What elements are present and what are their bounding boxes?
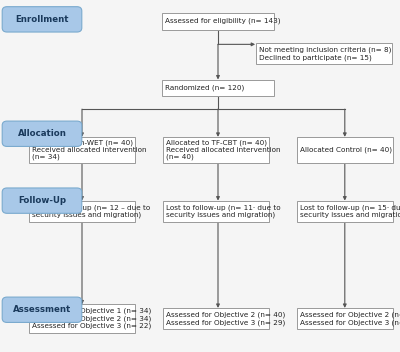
Text: Assessment: Assessment bbox=[13, 305, 71, 314]
FancyBboxPatch shape bbox=[2, 7, 82, 32]
Text: Allocated to m-WET (n= 40)
Received allocated intervention
(n= 34): Allocated to m-WET (n= 40) Received allo… bbox=[32, 139, 147, 161]
FancyBboxPatch shape bbox=[162, 13, 274, 30]
Text: Assessed for Objective 2 (n= 38)
Assessed for Objective 3 (n= 23): Assessed for Objective 2 (n= 38) Assesse… bbox=[300, 312, 400, 326]
FancyBboxPatch shape bbox=[297, 137, 393, 163]
Text: Allocated to TF-CBT (n= 40)
Received allocated intervention
(n= 40): Allocated to TF-CBT (n= 40) Received all… bbox=[166, 139, 281, 161]
FancyBboxPatch shape bbox=[162, 80, 274, 96]
FancyBboxPatch shape bbox=[256, 43, 392, 64]
Text: Assessed for eligibility (n= 143): Assessed for eligibility (n= 143) bbox=[165, 18, 281, 24]
FancyBboxPatch shape bbox=[2, 121, 82, 146]
FancyBboxPatch shape bbox=[163, 201, 269, 222]
Text: Randomized (n= 120): Randomized (n= 120) bbox=[165, 85, 244, 91]
FancyBboxPatch shape bbox=[163, 137, 269, 163]
Text: Lost to follow-up (n= 12 – due to
security issues and migration): Lost to follow-up (n= 12 – due to securi… bbox=[32, 204, 150, 218]
FancyBboxPatch shape bbox=[2, 188, 82, 213]
FancyBboxPatch shape bbox=[297, 201, 393, 222]
Text: Assessed for Objective 2 (n= 40)
Assessed for Objective 3 (n= 29): Assessed for Objective 2 (n= 40) Assesse… bbox=[166, 312, 286, 326]
FancyBboxPatch shape bbox=[29, 201, 135, 222]
Text: Enrollment: Enrollment bbox=[15, 15, 69, 24]
Text: Not meeting inclusion criteria (n= 8)
Declined to participate (n= 15): Not meeting inclusion criteria (n= 8) De… bbox=[259, 46, 392, 61]
Text: Assessed for Objective 1 (n= 34)
Assessed for Objective 2 (n= 34)
Assessed for O: Assessed for Objective 1 (n= 34) Assesse… bbox=[32, 308, 152, 329]
FancyBboxPatch shape bbox=[29, 137, 135, 163]
FancyBboxPatch shape bbox=[163, 308, 269, 329]
FancyBboxPatch shape bbox=[2, 297, 82, 322]
Text: Allocation: Allocation bbox=[18, 129, 66, 138]
Text: Lost to follow-up (n= 15· due to
security issues and migration): Lost to follow-up (n= 15· due to securit… bbox=[300, 204, 400, 218]
FancyBboxPatch shape bbox=[297, 308, 393, 329]
Text: Follow-Up: Follow-Up bbox=[18, 196, 66, 205]
FancyBboxPatch shape bbox=[29, 304, 135, 333]
Text: Allocated Control (n= 40): Allocated Control (n= 40) bbox=[300, 147, 392, 153]
Text: Lost to follow-up (n= 11· due to
security issues and migration): Lost to follow-up (n= 11· due to securit… bbox=[166, 204, 281, 218]
